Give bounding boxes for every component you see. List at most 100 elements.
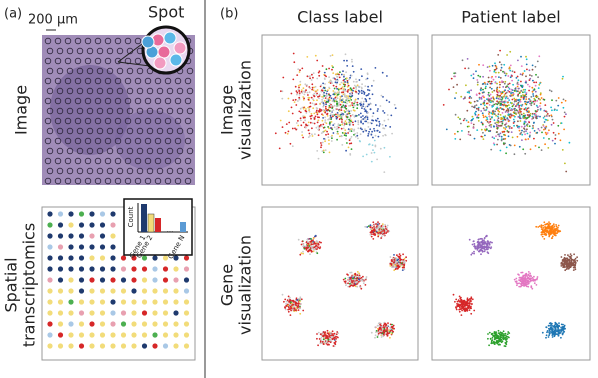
scatter-point (494, 144, 496, 146)
scatter-point (329, 340, 331, 342)
scatter-point (459, 311, 461, 313)
scatter-point (496, 338, 498, 340)
scatter-point (542, 236, 544, 238)
scatter-point (329, 117, 331, 119)
scatter-point (490, 101, 492, 103)
scatter-point (355, 86, 357, 88)
scatter-point (546, 227, 548, 229)
scatter-point (364, 118, 366, 120)
scatter-point (343, 60, 345, 62)
scatter-point (504, 134, 506, 136)
scatter-point (303, 90, 305, 92)
scatter-point (352, 278, 354, 280)
scatter-point (468, 67, 470, 69)
scatter-point (289, 304, 291, 306)
scatter-point (320, 84, 322, 86)
scatter-point (338, 123, 340, 125)
scatter-point (343, 279, 345, 281)
scatter-point (356, 283, 358, 285)
st-spot (121, 277, 126, 282)
scatter-point (475, 70, 477, 72)
scatter-point (483, 116, 485, 118)
st-spot (163, 343, 168, 348)
scatter-point (488, 344, 490, 346)
scatter-point (376, 130, 378, 132)
st-spot (100, 321, 105, 326)
st-spot (79, 277, 84, 282)
scatter-point (287, 309, 289, 311)
scatter-point (481, 238, 483, 240)
scatter-point (528, 278, 530, 280)
scatter-point (326, 68, 328, 70)
scatter-point (359, 86, 361, 88)
scatter-point (513, 108, 515, 110)
scatter-point (558, 225, 560, 227)
scatter-point (319, 248, 321, 250)
scatter-point (541, 226, 543, 228)
scatter-point (343, 127, 345, 129)
scatter-point (387, 114, 389, 116)
scatter-point (348, 105, 350, 107)
scatter-point (478, 251, 480, 253)
scatter-point (378, 333, 380, 335)
scatter-point (454, 97, 456, 99)
scatter-point (361, 107, 363, 109)
scatter-point (483, 138, 485, 140)
scatter-point (382, 124, 384, 126)
scatter-point (367, 118, 369, 120)
st-spot (110, 233, 115, 238)
scatter-point (536, 105, 538, 107)
scatter-point (335, 114, 337, 116)
scatter-point (534, 99, 536, 101)
scatter-point (352, 280, 354, 282)
st-spot (184, 255, 189, 260)
scatter-point (311, 244, 313, 246)
scatter-point (315, 91, 317, 93)
scatter-point (554, 328, 556, 330)
scatter-point (560, 263, 562, 265)
scatter-point (468, 131, 470, 133)
scatter-point (537, 109, 539, 111)
scatter-point (489, 332, 491, 334)
scatter-point (363, 101, 365, 103)
scatter-point (507, 102, 509, 104)
scatter-point (357, 127, 359, 129)
scatter-point (489, 70, 491, 72)
scatter-point (327, 337, 329, 339)
scatter-point (309, 133, 311, 135)
scatter-point (333, 85, 335, 87)
scatter-point (517, 76, 519, 78)
scatter-point (503, 96, 505, 98)
scatter-point (336, 105, 338, 107)
scatter-point (332, 77, 334, 79)
scatter-point (387, 225, 389, 227)
scatter-point (375, 227, 377, 229)
scatter-point (490, 338, 492, 340)
scatter-point (297, 306, 299, 308)
scatter-point (347, 274, 349, 276)
scatter-point (489, 81, 491, 83)
scatter-point (521, 65, 523, 67)
scatter-point (295, 129, 297, 131)
scatter-point (552, 225, 554, 227)
scatter-point (334, 88, 336, 90)
st-spot (173, 277, 178, 282)
scatter-point (301, 68, 303, 70)
scatter-point (357, 271, 359, 273)
scatter-point (392, 330, 394, 332)
scatter-point (372, 230, 374, 232)
scatter-point (342, 98, 344, 100)
scatter-point (337, 73, 339, 75)
scatter-point (341, 74, 343, 76)
scatter-point (529, 99, 531, 101)
scatter-point (344, 86, 346, 88)
scatter-point (379, 234, 381, 236)
scatter-point (305, 89, 307, 91)
scatter-point (530, 104, 532, 106)
scatter-point (345, 96, 347, 98)
scatter-point (313, 237, 315, 239)
scatter-point (564, 112, 566, 114)
scatter-point (341, 92, 343, 94)
scatter-point (497, 104, 499, 106)
scatter-point (334, 92, 336, 94)
